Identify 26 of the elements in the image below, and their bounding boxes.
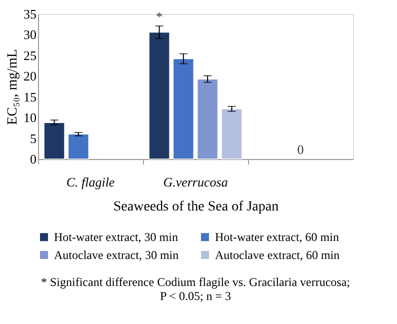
y-tick-label: 5: [30, 130, 36, 146]
y-tick-label: 10: [24, 110, 36, 126]
y-tick-label: 35: [24, 6, 36, 22]
bar: [148, 32, 170, 160]
bar: [44, 122, 65, 160]
bar: [68, 134, 90, 160]
text: P < 0.05; n = 3: [160, 289, 232, 303]
x-tick-label: G.verrucosa: [163, 174, 228, 190]
text: * Significant difference Codium flagile vs. Gracilaria verrucosa;: [41, 275, 350, 289]
x-tick-label: C. flagile: [66, 174, 115, 190]
y-tick-label: 30: [24, 27, 36, 42]
bar: [221, 108, 242, 160]
y-tick-label: 25: [24, 48, 36, 63]
legend-label: Autoclave extract, 60 min: [215, 248, 340, 262]
y-tick-label: 15: [24, 89, 36, 104]
annotation: 0: [297, 142, 304, 157]
legend-label: Hot-water extract, 30 min: [54, 230, 178, 244]
annotation: *: [156, 9, 163, 24]
bar: [196, 78, 218, 160]
y-tick-label: 0: [30, 152, 36, 166]
y-tick-label: 20: [24, 68, 36, 84]
bar: [172, 58, 194, 160]
legend-label: Hot-water extract, 60 min: [215, 230, 339, 244]
x-axis-title: Seaweeds of the Sea of Japan: [113, 200, 279, 214]
legend-label: Autoclave extract, 30 min: [54, 248, 179, 262]
y-axis-title: EC₅₀, mg/mL: [6, 49, 20, 125]
